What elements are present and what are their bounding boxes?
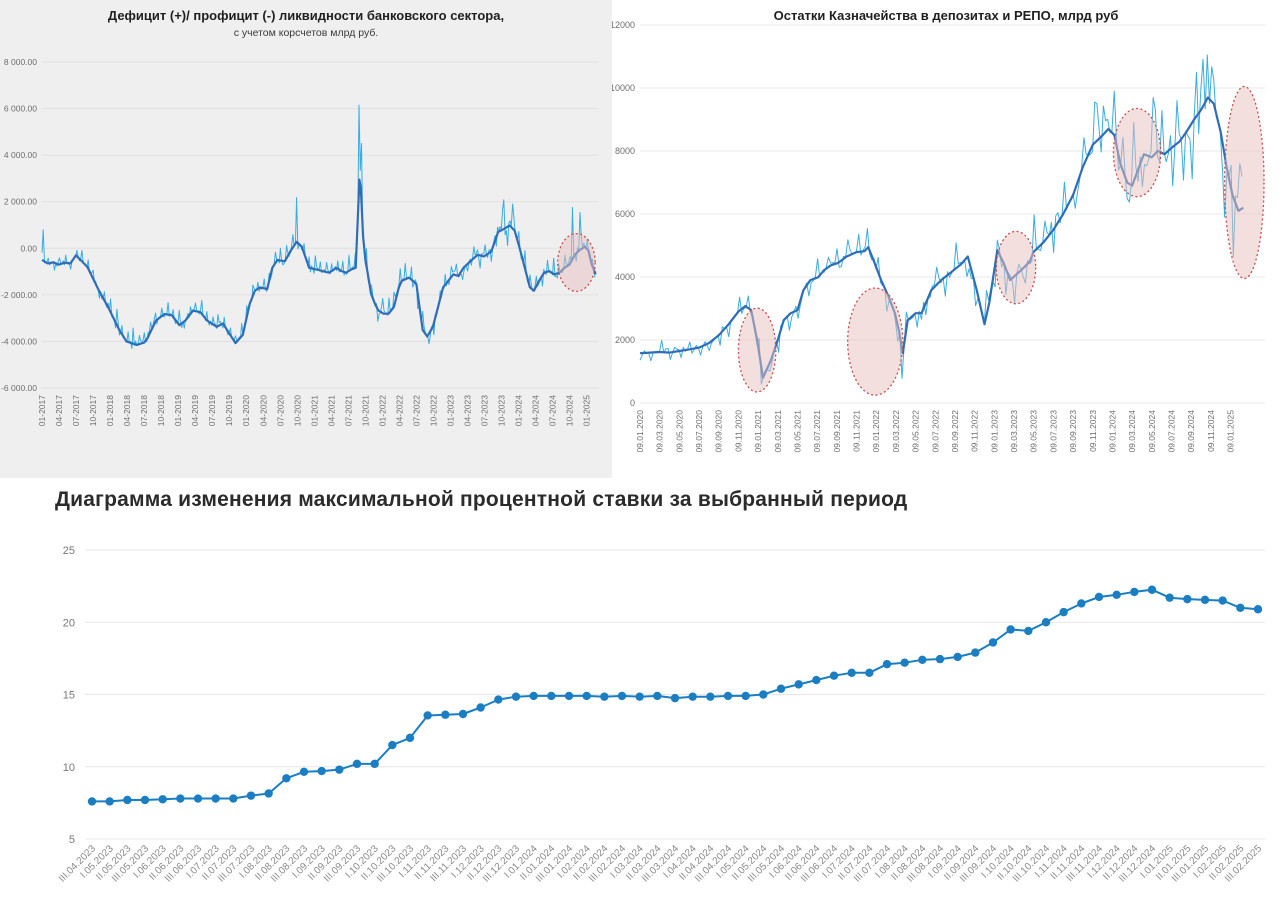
svg-text:01-2020: 01-2020 [241,395,251,426]
svg-text:01-2019: 01-2019 [173,395,183,426]
svg-text:4 000.00: 4 000.00 [4,150,37,160]
svg-text:01-2022: 01-2022 [377,395,387,426]
treasury-chart-plot: 12000 10000 8000 6000 4000 2000 009.01.2020 09.… [612,20,1265,453]
svg-text:09.05.2022: 09.05.2022 [911,410,921,453]
svg-text:10: 10 [63,762,75,774]
svg-text:07-2018: 07-2018 [139,395,149,426]
svg-text:07-2017: 07-2017 [71,395,81,426]
svg-text:07-2022: 07-2022 [411,395,421,426]
svg-text:25: 25 [63,545,75,557]
svg-text:04-2019: 04-2019 [190,395,200,426]
svg-text:09.09.2024: 09.09.2024 [1186,410,1196,453]
svg-text:10-2023: 10-2023 [497,395,507,426]
svg-text:09.05.2023: 09.05.2023 [1029,410,1039,453]
svg-text:10-2020: 10-2020 [292,395,302,426]
svg-text:04-2017: 04-2017 [54,395,64,426]
svg-text:09.03.2024: 09.03.2024 [1127,410,1137,453]
svg-text:4000: 4000 [615,272,635,282]
svg-text:04-2024: 04-2024 [531,395,541,426]
svg-text:-2 000.00: -2 000.00 [1,290,37,300]
svg-text:20: 20 [63,617,75,629]
svg-text:09.07.2020: 09.07.2020 [694,410,704,453]
svg-text:09.05.2021: 09.05.2021 [792,410,802,453]
svg-text:09.01.2023: 09.01.2023 [989,410,999,453]
svg-text:10000: 10000 [612,83,635,93]
treasury-chart-title: Остатки Казначейства в депозитах и РЕПО,… [773,8,1119,23]
svg-text:09.05.2024: 09.05.2024 [1147,410,1157,453]
svg-text:01-2023: 01-2023 [445,395,455,426]
svg-text:09.07.2024: 09.07.2024 [1166,410,1176,453]
svg-text:09.11.2023: 09.11.2023 [1088,410,1098,452]
svg-text:0.00: 0.00 [20,243,37,253]
svg-text:09.11.2022: 09.11.2022 [970,410,980,452]
max-rate-chart-plot: 252015105III.04.2023I.05.2023II.05.2023I… [57,545,1265,885]
liquidity-chart-panel: 8 000.00 6 000.00 4 000.00 2 000.00 0.00 -2 0… [0,0,612,478]
svg-text:01-2017: 01-2017 [37,395,47,426]
svg-text:09.01.2022: 09.01.2022 [871,410,881,453]
svg-text:09.03.2021: 09.03.2021 [773,410,783,453]
liquidity-chart-plot: 8 000.00 6 000.00 4 000.00 2 000.00 0.00 -2 0… [1,57,598,426]
liquidity-chart-title: Дефицит (+)/ профицит (-) ликвидности ба… [107,8,505,23]
svg-text:09.09.2021: 09.09.2021 [832,410,842,453]
svg-text:09.11.2024: 09.11.2024 [1206,410,1216,452]
svg-text:01-2025: 01-2025 [582,395,592,426]
svg-text:07-2020: 07-2020 [275,395,285,426]
svg-text:0: 0 [630,398,635,408]
svg-text:10-2021: 10-2021 [360,395,370,426]
svg-text:07-2021: 07-2021 [343,395,353,426]
svg-text:09.09.2020: 09.09.2020 [714,410,724,453]
svg-text:04-2022: 04-2022 [394,395,404,426]
svg-text:09.01.2021: 09.01.2021 [753,410,763,453]
svg-text:01-2018: 01-2018 [105,395,115,426]
svg-text:10-2022: 10-2022 [428,395,438,426]
svg-text:07-2019: 07-2019 [207,395,217,426]
svg-text:09.11.2020: 09.11.2020 [733,410,743,452]
svg-text:-4 000.00: -4 000.00 [1,336,37,346]
svg-text:01-2024: 01-2024 [514,395,524,426]
svg-text:04-2023: 04-2023 [463,395,473,426]
svg-text:10-2024: 10-2024 [565,395,575,426]
svg-text:09.01.2025: 09.01.2025 [1226,410,1236,453]
svg-text:04-2020: 04-2020 [258,395,268,426]
svg-text:09.09.2022: 09.09.2022 [950,410,960,453]
svg-text:07-2024: 07-2024 [548,395,558,426]
svg-text:09.03.2023: 09.03.2023 [1009,410,1019,453]
svg-text:8000: 8000 [615,146,635,156]
svg-text:09.09.2023: 09.09.2023 [1068,410,1078,453]
svg-text:09.07.2023: 09.07.2023 [1048,410,1058,453]
svg-text:10-2017: 10-2017 [88,395,98,426]
svg-text:09.03.2022: 09.03.2022 [891,410,901,453]
svg-text:09.07.2021: 09.07.2021 [812,410,822,453]
svg-text:6000: 6000 [615,209,635,219]
svg-text:10-2018: 10-2018 [156,395,166,426]
svg-text:2 000.00: 2 000.00 [4,197,37,207]
svg-text:07-2023: 07-2023 [480,395,490,426]
svg-text:09.03.2020: 09.03.2020 [655,410,665,453]
max-rate-chart-panel: 25 20 15 10 5 III.04.2023 I.05.2023 II.05.2023 I… [0,478,1280,905]
svg-text:2000: 2000 [615,335,635,345]
svg-text:5: 5 [69,834,75,846]
liquidity-chart-subtitle: с учетом корсчетов млрд руб. [233,27,379,39]
svg-text:6 000.00: 6 000.00 [4,104,37,114]
svg-text:8 000.00: 8 000.00 [4,57,37,67]
svg-text:10-2019: 10-2019 [224,395,234,426]
svg-text:15: 15 [63,690,75,702]
svg-text:09.01.2020: 09.01.2020 [635,410,645,453]
max-rate-chart-title: Диаграмма изменения максимальной процент… [55,488,908,511]
svg-text:01-2021: 01-2021 [309,395,319,426]
svg-text:04-2021: 04-2021 [326,395,336,426]
treasury-chart-panel: 12000 10000 8000 6000 4000 2000 0 09.01.2020 09.… [612,0,1280,478]
svg-text:09.11.2021: 09.11.2021 [852,410,862,452]
svg-text:09.01.2024: 09.01.2024 [1107,410,1117,453]
svg-text:-6 000.00: -6 000.00 [1,383,37,393]
svg-text:04-2018: 04-2018 [122,395,132,426]
svg-text:09.05.2020: 09.05.2020 [674,410,684,453]
svg-text:12000: 12000 [612,20,635,30]
svg-text:09.07.2022: 09.07.2022 [930,410,940,453]
